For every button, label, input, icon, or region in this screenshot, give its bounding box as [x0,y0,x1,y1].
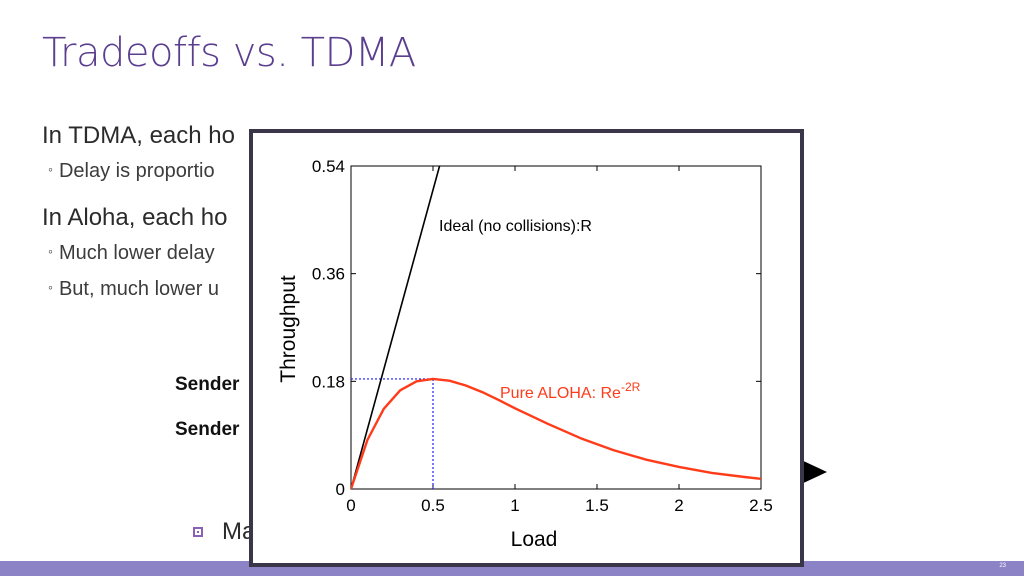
circle-bullet-icon: ◦ [48,243,53,259]
square-bullet-icon [193,527,203,537]
sender-label-1: Sender [175,374,240,395]
sub-bullet-lower-utilization: ◦ But, much lower u [48,278,219,301]
chart-overlay: 0 0.5 1 1.5 2 2.5 0 0.18 0.36 0.54 Ideal (no colli… [249,129,804,567]
sub-bullet-lower-delay: ◦ Much lower delay [48,242,215,265]
circle-bullet-icon: ◦ [48,279,53,295]
x-tick-label: 1 [510,496,519,515]
y-tick-label: 0.18 [312,372,345,391]
aloha-series-label: Pure ALOHA: Re-2R [500,380,641,402]
slide-title: Tradeoffs vs. TDMA [42,30,416,76]
ideal-series-label: Ideal (no collisions):R [439,218,592,235]
y-tick-label: 0.36 [312,265,345,284]
slide-number: 23 [999,563,1006,569]
circle-bullet-icon: ◦ [48,161,53,177]
y-tick-label: 0 [336,480,345,499]
sender-label-2: Sender [175,419,240,440]
aloha-label-base: Pure ALOHA: Re [500,385,621,402]
bullet-aloha: In Aloha, each ho [42,204,228,231]
sub-bullet-delay: ◦ Delay is proportio [48,160,215,183]
y-tick-label: 0.54 [312,157,345,176]
x-tick-label: 0 [346,496,355,515]
throughput-chart: 0 0.5 1 1.5 2 2.5 0 0.18 0.36 0.54 Ideal (no colli… [277,157,773,551]
bullet-tdma: In TDMA, each ho [42,122,235,149]
x-tick-label: 0.5 [421,496,445,515]
plot-frame [350,165,762,490]
series-ideal-line [351,166,441,489]
x-tick-label: 2 [674,496,683,515]
x-axis-label: Load [511,528,558,551]
y-axis-label: Throughput [277,275,300,383]
x-tick-label: 1.5 [585,496,609,515]
sub-bullet-lower-utilization-text: But, much lower u [58,278,220,300]
sub-bullet-lower-delay-text: Much lower delay [58,242,215,264]
sub-bullet-delay-text: Delay is proportio [58,160,215,182]
x-tick-label: 2.5 [749,496,773,515]
aloha-label-superscript: -2R [621,380,641,394]
